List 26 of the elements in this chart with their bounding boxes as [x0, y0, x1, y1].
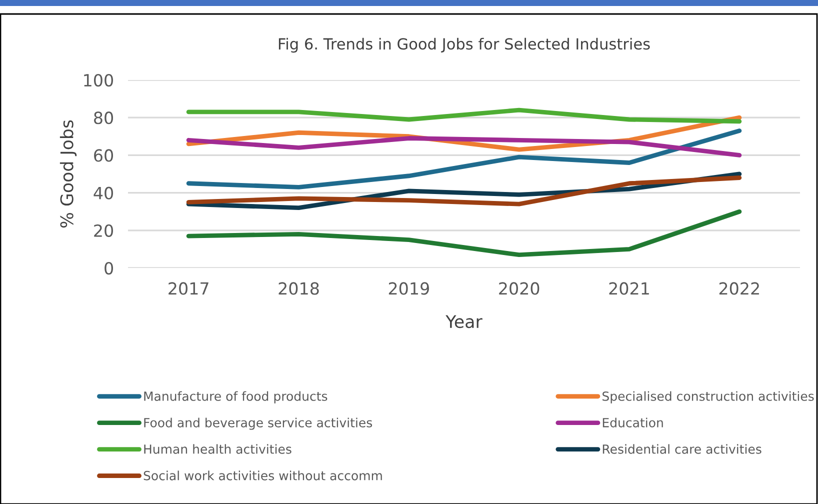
line-series — [186, 209, 742, 258]
x-tick-label: 2022 — [719, 282, 759, 295]
x-tick-label: 2021 — [609, 282, 649, 295]
x-tick-label: 2019 — [388, 282, 429, 295]
y-tick-label: 0 — [104, 262, 114, 275]
x-tick-label: 2018 — [278, 282, 319, 295]
legend-label: Manufacture of food products — [144, 391, 328, 404]
y-tick-label: 20 — [94, 224, 114, 237]
chart-title: Fig 6. Trends in Good Jobs for Selected Industries — [278, 38, 650, 53]
x-tick-label: 2020 — [499, 282, 540, 295]
line-series — [186, 108, 742, 124]
line-series — [186, 128, 742, 190]
y-tick-label: 60 — [94, 149, 114, 162]
legend-label: Human health activities — [144, 444, 292, 454]
legend-label: Education — [602, 418, 663, 428]
y-tick-label: 100 — [84, 74, 114, 87]
y-tick-label: 80 — [94, 112, 114, 124]
legend-label: Food and beverage service activities — [144, 418, 372, 430]
line-series — [186, 136, 742, 158]
y-tick-label: 40 — [94, 186, 114, 200]
y-axis-title: % Good Jobs — [60, 120, 77, 228]
legend-label: Specialised construction activities — [602, 391, 814, 404]
legend-label: Residential care activities — [602, 444, 762, 454]
legend-label: Social work activities without accomm — [144, 470, 382, 480]
x-tick-label: 2017 — [168, 282, 208, 295]
x-axis-title: Year — [446, 315, 482, 328]
